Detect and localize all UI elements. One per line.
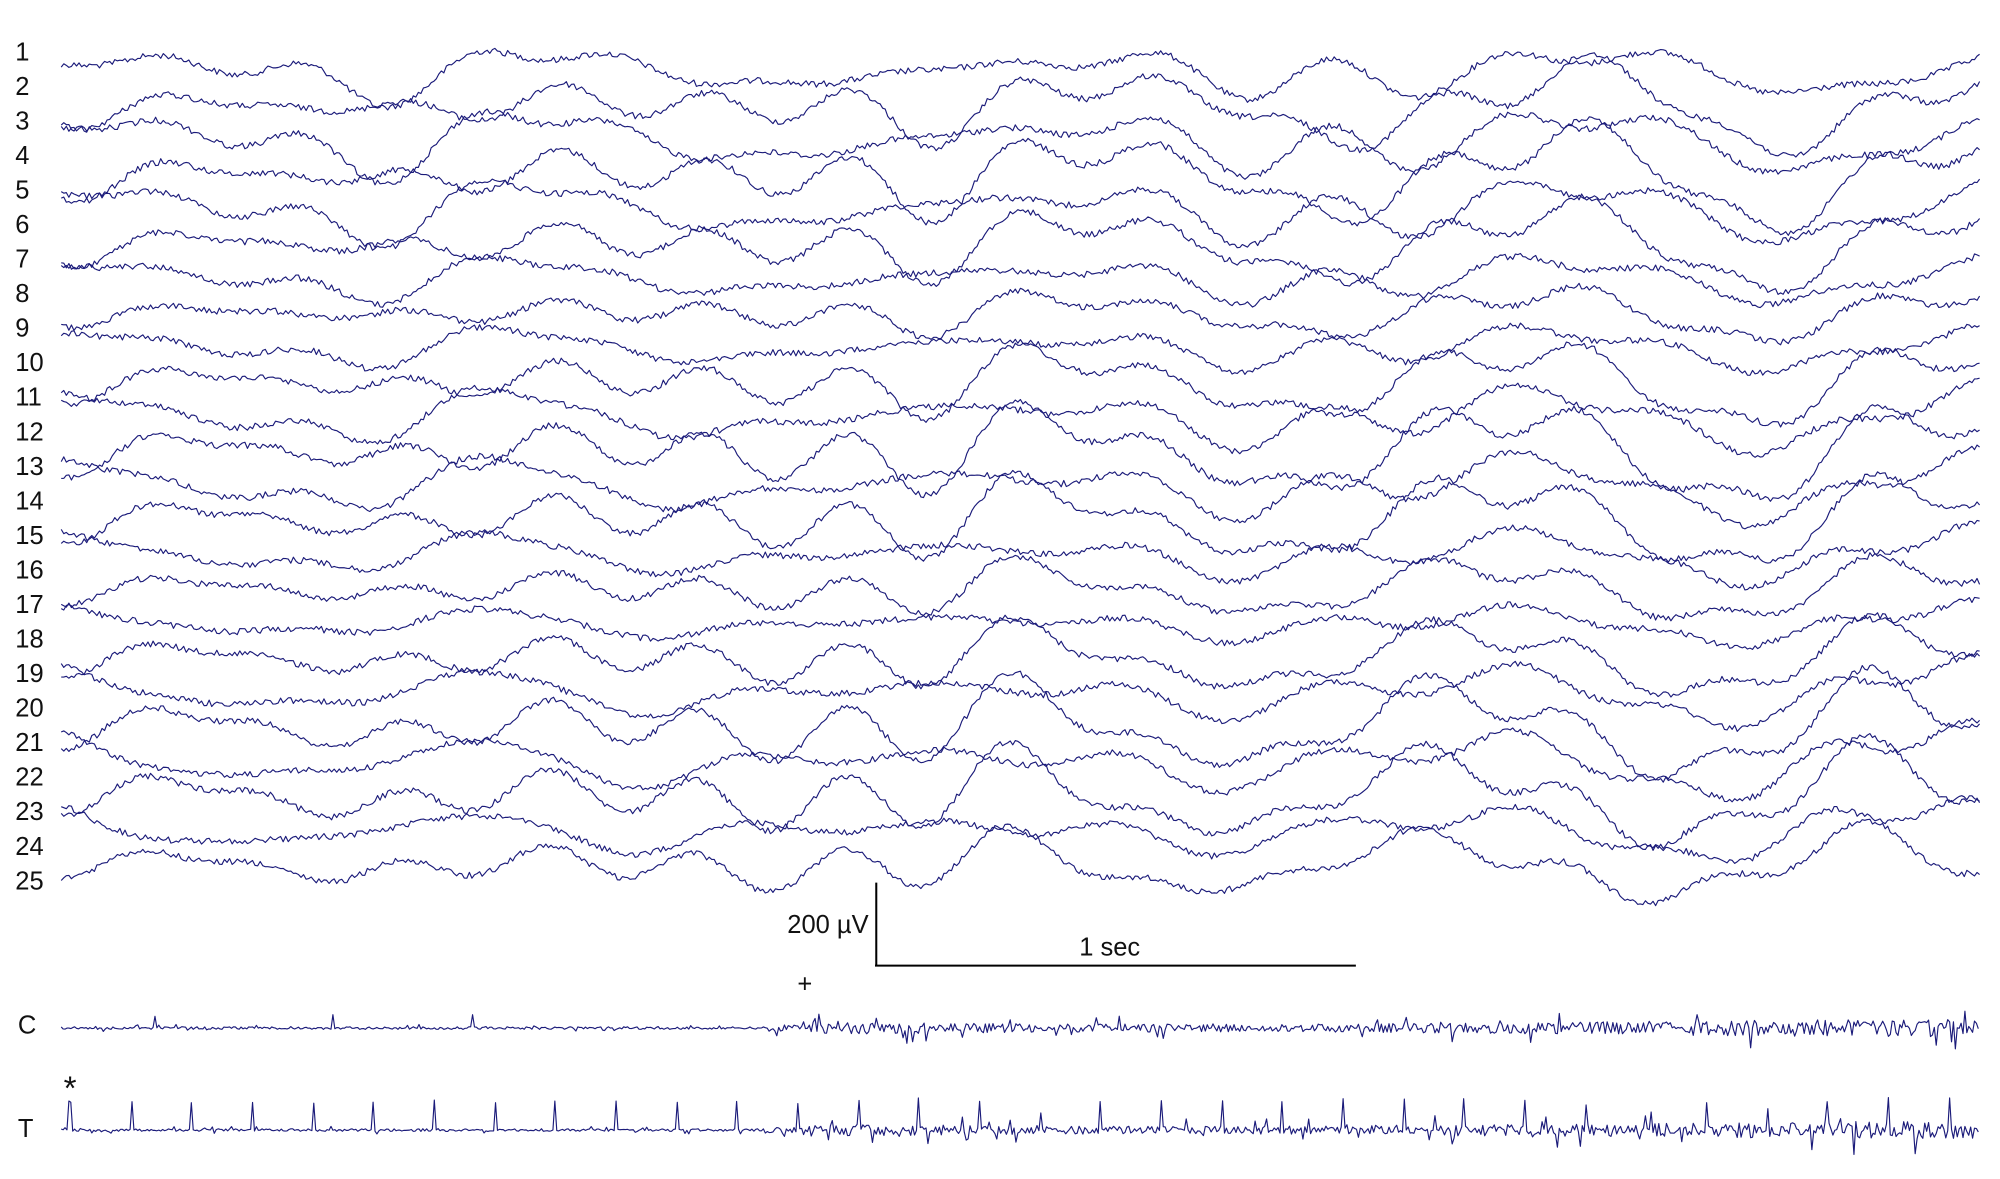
channel-label: 6 [15,211,29,239]
star-marker: * [64,1070,77,1107]
lower-trace [60,1010,1979,1050]
eeg-trace [61,116,1980,236]
channel-label: 25 [15,867,43,895]
eeg-trace [60,469,1981,564]
channel-label: 18 [15,626,43,654]
eeg-trace [60,664,1981,781]
channel-label: 1 [15,38,29,66]
eeg-trace [60,52,1981,158]
channel-label: 17 [15,591,43,619]
eeg-trace [60,444,1980,530]
eeg-trace [60,341,1980,428]
channel-label: 8 [15,280,29,308]
channel-label: 23 [15,798,43,826]
eeg-trace [61,612,1980,698]
channel-label: 9 [15,315,29,343]
eeg-trace [60,108,1980,186]
eeg-trace [61,194,1981,295]
channel-label: 13 [15,453,43,481]
voltage-scale-label: 200 µV [787,911,868,939]
eeg-trace [60,519,1980,591]
eeg-trace [60,596,1980,650]
eeg-trace [60,252,1980,309]
channel-label: 2 [15,73,29,101]
eeg-trace [60,732,1981,851]
eeg-trace [60,552,1981,622]
channel-label: 21 [15,729,43,757]
eeg-trace [60,178,1981,251]
eeg-trace [61,282,1981,346]
traces [60,47,1981,1156]
eeg-trace [60,47,1980,111]
channel-label: C [18,1012,36,1040]
eeg-trace [60,818,1980,907]
eeg-trace [61,717,1981,803]
eeg-trace [61,795,1980,864]
channel-label: 5 [15,176,29,204]
channel-label: 16 [15,556,43,584]
time-scale-label: 1 sec [1079,934,1140,962]
eeg-trace [60,652,1981,732]
channel-label: 7 [15,246,29,274]
channel-label: T [18,1115,34,1143]
channel-label: 20 [15,695,43,723]
channel-label: 15 [15,522,43,550]
eeg-trace [60,322,1980,376]
channel-label: 3 [15,107,29,135]
channel-label: 22 [15,764,43,792]
eeg-trace [61,398,1980,502]
channel-label: 24 [15,833,43,861]
channel-labels: 1234567891011121314151617181920212223242… [15,38,43,895]
channel-label: 12 [15,418,43,446]
eeg-trace [60,377,1980,458]
channel-label: 14 [15,487,43,515]
lower-trace [61,1097,1979,1156]
channel-label: 19 [15,660,43,688]
channel-label: 4 [15,142,29,170]
plus-marker: + [797,971,812,999]
channel-label: 10 [15,349,43,377]
channel-label: 11 [15,384,41,412]
